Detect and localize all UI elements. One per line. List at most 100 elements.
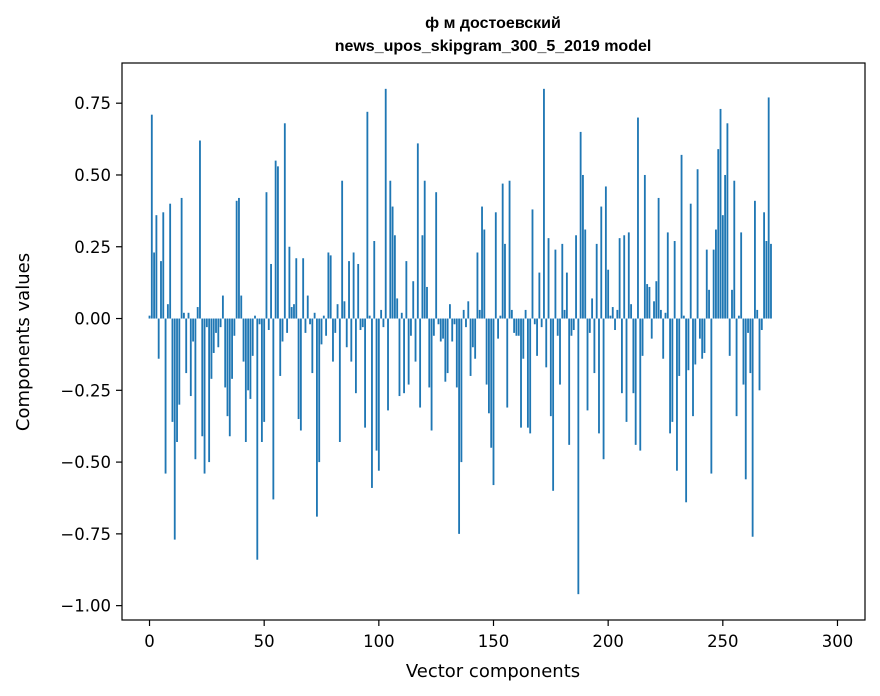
- bar-224: [662, 318, 665, 359]
- bar-48: [258, 318, 261, 325]
- bar-202: [611, 307, 614, 319]
- bar-155: [504, 243, 506, 319]
- bar-26: [208, 318, 211, 463]
- bar-78: [327, 252, 330, 319]
- bar-242: [703, 318, 706, 353]
- bar-159: [513, 318, 516, 333]
- y-tick-label: −0.25: [60, 381, 111, 400]
- bar-227: [669, 318, 671, 434]
- bar-120: [423, 180, 426, 319]
- bar-98: [373, 241, 376, 319]
- bar-156: [506, 318, 509, 408]
- bar-246: [712, 249, 715, 319]
- bar-18: [189, 318, 192, 397]
- bars-group: [148, 88, 772, 595]
- bar-190: [584, 229, 587, 319]
- bar-38: [235, 200, 238, 319]
- bar-15: [183, 312, 185, 319]
- bar-115: [412, 281, 415, 319]
- bar-68: [304, 318, 307, 333]
- bar-110: [400, 312, 403, 319]
- bar-53: [270, 263, 272, 319]
- bar-128: [442, 318, 444, 339]
- bar-60: [286, 318, 289, 333]
- bar-140: [469, 318, 472, 376]
- bar-271: [770, 243, 772, 319]
- bar-192: [588, 318, 591, 333]
- bar-250: [721, 215, 724, 319]
- bar-167: [531, 209, 534, 319]
- chart-title: ф м достоевский: [425, 15, 561, 32]
- bar-163: [522, 318, 525, 359]
- bar-20: [194, 318, 197, 460]
- bar-61: [288, 246, 291, 319]
- bar-141: [471, 318, 474, 348]
- bar-125: [435, 192, 438, 319]
- bar-89: [352, 252, 355, 319]
- bar-29: [215, 318, 217, 333]
- bar-86: [345, 318, 348, 348]
- bar-253: [728, 318, 731, 356]
- bar-40: [240, 295, 243, 319]
- bar-4: [157, 318, 160, 359]
- bar-203: [614, 318, 616, 331]
- y-tick-label: 0.00: [74, 310, 111, 329]
- bar-223: [659, 309, 662, 319]
- bar-87: [348, 261, 350, 319]
- bar-134: [455, 318, 458, 388]
- bar-201: [609, 315, 612, 319]
- bar-9: [169, 203, 172, 319]
- bar-23: [201, 318, 204, 437]
- bar-107: [393, 235, 396, 319]
- bar-146: [483, 229, 486, 319]
- bar-231: [678, 318, 681, 376]
- bar-165: [526, 318, 529, 428]
- y-tick-label: −0.75: [60, 525, 111, 544]
- bar-239: [696, 169, 699, 319]
- x-tick-label: 100: [363, 632, 395, 651]
- bar-101: [380, 309, 383, 319]
- bar-54: [272, 318, 275, 500]
- bar-147: [485, 318, 488, 385]
- bar-263: [751, 318, 754, 537]
- bar-205: [618, 238, 621, 319]
- bar-25: [205, 318, 208, 328]
- bar-100: [377, 318, 380, 471]
- bar-232: [680, 154, 683, 319]
- bar-114: [410, 318, 412, 336]
- bar-32: [221, 295, 224, 319]
- bar-103: [384, 88, 387, 319]
- bar-39: [238, 197, 240, 319]
- bar-194: [593, 318, 596, 374]
- bar-240: [698, 318, 701, 339]
- y-tick-label: −0.50: [60, 453, 111, 472]
- bar-234: [685, 318, 688, 503]
- bar-17: [187, 312, 190, 319]
- x-tick-label: 250: [707, 632, 739, 651]
- bar-181: [563, 309, 566, 319]
- bar-199: [604, 186, 607, 319]
- bar-119: [421, 235, 424, 319]
- bar-99: [375, 318, 378, 451]
- bar-264: [754, 200, 756, 319]
- bar-71: [311, 318, 314, 374]
- y-tick-label: 0.50: [74, 166, 111, 185]
- bar-63: [293, 304, 295, 319]
- bar-27: [210, 318, 213, 379]
- bar-235: [687, 318, 690, 371]
- bar-174: [547, 238, 550, 319]
- bar-185: [572, 318, 575, 331]
- bar-237: [692, 318, 694, 417]
- bar-113: [407, 318, 410, 385]
- bar-204: [616, 309, 619, 319]
- bar-73: [316, 318, 318, 517]
- bar-233: [682, 315, 685, 319]
- bar-221: [655, 281, 658, 319]
- bar-175: [549, 318, 552, 417]
- bar-5: [160, 261, 162, 319]
- bar-31: [219, 318, 222, 328]
- bar-179: [559, 318, 561, 385]
- bar-230: [676, 318, 678, 471]
- bar-121: [426, 286, 428, 319]
- bar-14: [180, 197, 183, 319]
